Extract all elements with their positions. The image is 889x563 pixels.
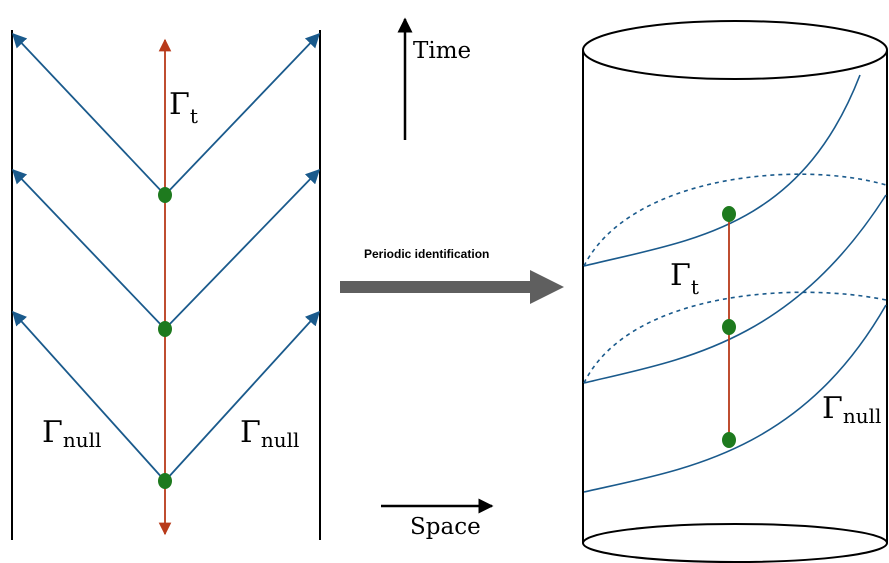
cylinder-point-top — [722, 206, 736, 222]
null-ray-middle-right — [164, 168, 321, 330]
helix-front-curves — [583, 74, 887, 493]
cylinder-point-bottom — [722, 432, 736, 448]
helix-back-upper — [583, 173, 887, 267]
time-axis-label: Time — [413, 38, 471, 64]
big-arrow-shape — [340, 270, 564, 304]
gamma-null-label-cylinder: Γnull — [822, 391, 881, 428]
null-ray-top-right — [164, 32, 320, 196]
cylinder-bottom-rim — [582, 523, 888, 563]
helix-back-curves — [583, 173, 887, 384]
gamma-t-label-right: Γt — [670, 258, 699, 299]
null-ray-bottom-left — [12, 310, 166, 482]
cylinder-top-rim — [582, 20, 888, 80]
right-panel: Γt Γnull — [582, 20, 888, 563]
event-point-bottom — [158, 473, 172, 489]
helix-front-middle — [583, 194, 887, 384]
event-point-top — [158, 187, 172, 203]
helix-front-lower — [583, 304, 887, 493]
null-ray-bottom-right — [164, 310, 320, 482]
helix-front-top — [583, 74, 861, 267]
periodic-identification-label: Periodic identification — [364, 247, 489, 261]
null-ray-middle-left — [12, 168, 166, 330]
axes-indicator: Time Space — [381, 17, 494, 540]
null-ray-top-left — [12, 32, 166, 196]
cylinder-point-middle — [722, 319, 736, 335]
gamma-t-label-left: Γt — [169, 87, 198, 128]
space-axis-label: Space — [410, 514, 481, 540]
null-rays — [12, 32, 321, 482]
left-panel: Γt Γnull Γnull — [11, 30, 321, 540]
gamma-null-label-right: Γnull — [240, 415, 299, 452]
event-point-middle — [158, 321, 172, 337]
periodic-identification-arrow: Periodic identification — [340, 247, 564, 304]
gamma-null-label-left: Γnull — [42, 415, 101, 452]
helix-back-lower — [583, 291, 887, 384]
